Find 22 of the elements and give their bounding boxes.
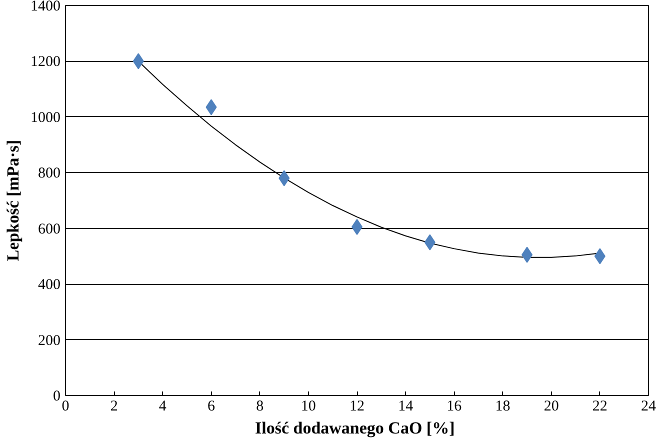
x-tick-label: 16 [446,398,462,414]
x-tick-label: 10 [300,398,316,414]
y-tick-label: 1000 [30,110,60,126]
x-tick-label: 6 [208,398,216,414]
y-axis-title: Lepkość [mPa·s] [4,140,22,262]
y-tick-label: 800 [38,166,60,182]
y-tick-label: 0 [53,388,60,404]
x-tick-label: 22 [592,398,608,414]
x-tick-label: 18 [495,398,510,414]
y-tick-label: 400 [38,277,60,294]
x-axis-title: Ilość dodawanego CaO [%] [254,418,455,438]
x-tick-label: 20 [544,398,559,414]
x-tick-label: 24 [641,398,656,414]
x-tick-label: 4 [158,398,167,414]
x-tick-label: 8 [256,398,264,414]
x-tick-label: 2 [110,398,118,414]
y-tick-label: 600 [38,221,60,238]
x-tick-label: 12 [350,398,364,414]
y-tick-label: 1200 [30,54,60,70]
y-tick-label: 1400 [30,0,60,14]
x-tick-label: 14 [398,398,414,414]
y-tick-label: 200 [38,332,60,349]
